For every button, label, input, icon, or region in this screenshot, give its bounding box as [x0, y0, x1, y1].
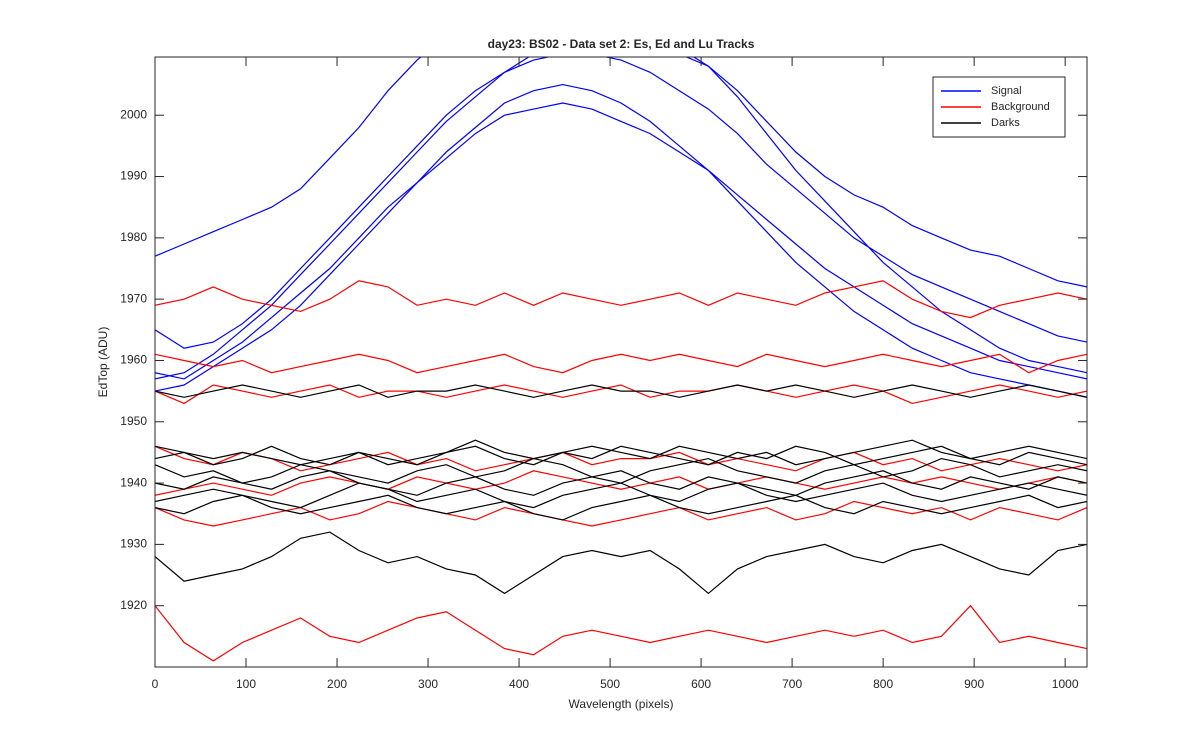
data-line — [155, 280, 1087, 319]
data-line — [155, 445, 1087, 472]
data-line — [155, 57, 1087, 349]
data-line — [155, 83, 1087, 398]
data-line — [155, 470, 1087, 496]
legend-label: Darks — [991, 117, 1020, 129]
data-line — [155, 102, 1087, 380]
y-tick-label: 1970 — [120, 291, 147, 305]
x-tick-label: 300 — [418, 677, 438, 691]
data-line — [155, 604, 1087, 662]
y-axis-label: EdTop (ADU) — [96, 327, 110, 398]
x-tick-label: 0 — [152, 677, 159, 691]
data-line — [155, 384, 1087, 405]
x-tick-label: 800 — [873, 677, 893, 691]
legend-label: Background — [991, 101, 1050, 113]
axes-box — [154, 56, 1088, 668]
data-line — [155, 57, 1087, 380]
y-tick-label: 1950 — [120, 414, 147, 428]
plot-area — [155, 57, 1087, 667]
legend-label: Signal — [991, 85, 1022, 97]
data-line — [155, 482, 1087, 509]
chart-title: day23: BS02 - Data set 2: Es, Ed and Lu … — [488, 37, 755, 51]
data-line — [155, 494, 1087, 521]
y-tick-label: 1980 — [120, 230, 147, 244]
y-tick-label: 1920 — [120, 598, 147, 612]
x-tick-label: 900 — [964, 677, 984, 691]
x-tick-label: 400 — [509, 677, 529, 691]
y-tick-label: 1940 — [120, 475, 147, 489]
x-tick-label: 600 — [691, 677, 711, 691]
data-line — [155, 384, 1087, 398]
x-tick-label: 1000 — [1052, 677, 1079, 691]
y-tick-label: 1930 — [120, 537, 147, 551]
y-tick-label: 1990 — [120, 169, 147, 183]
x-tick-label: 200 — [327, 677, 347, 691]
x-axis-label: Wavelength (pixels) — [569, 697, 674, 711]
data-line — [155, 445, 1087, 466]
y-tick-label: 2000 — [120, 107, 147, 121]
x-tick-label: 500 — [600, 677, 620, 691]
data-line — [155, 353, 1087, 374]
data-line — [155, 470, 1087, 496]
y-tick-label: 1960 — [120, 353, 147, 367]
lines-group — [155, 57, 1087, 662]
data-line — [155, 531, 1087, 595]
x-tick-label: 700 — [782, 677, 802, 691]
data-line — [155, 57, 1087, 288]
x-tick-label: 100 — [236, 677, 256, 691]
